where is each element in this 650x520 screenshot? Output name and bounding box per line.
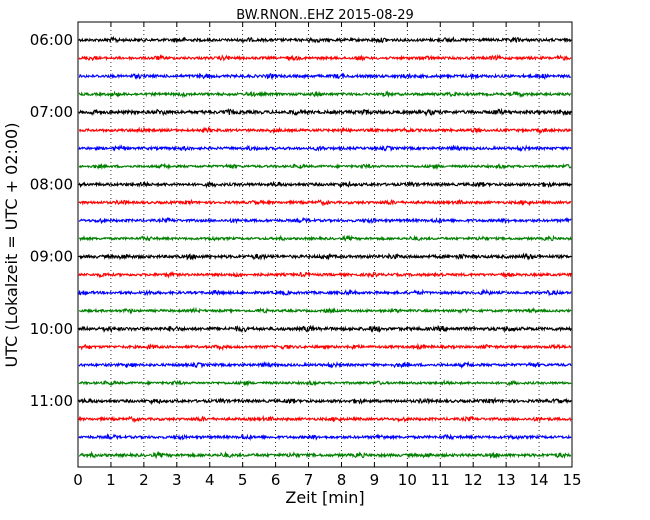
- trace-0915: [78, 270, 572, 279]
- trace-0730: [78, 144, 572, 152]
- trace-0900: [78, 252, 572, 261]
- x-axis-label: Zeit [min]: [285, 488, 364, 507]
- trace-1045: [78, 379, 572, 387]
- trace-0930: [78, 288, 572, 297]
- trace-0830: [78, 216, 572, 225]
- trace-0845: [78, 234, 572, 243]
- y-tick-label-1100: 11:00: [30, 392, 73, 410]
- trace-0630: [78, 72, 572, 81]
- x-tick-label-7: 7: [304, 471, 314, 489]
- x-tick-label-11: 11: [431, 471, 450, 489]
- x-tick-label-12: 12: [464, 471, 483, 489]
- chart-title: BW.RNON..EHZ 2015-08-29: [236, 8, 414, 23]
- x-tick-label-2: 2: [139, 471, 149, 489]
- trace-0615: [78, 53, 572, 62]
- trace-1145: [78, 450, 572, 460]
- trace-0700: [78, 107, 572, 117]
- trace-0815: [78, 198, 572, 207]
- x-tick-label-10: 10: [398, 471, 417, 489]
- trace-1130: [78, 432, 572, 442]
- trace-1100: [78, 396, 572, 406]
- trace-0715: [78, 126, 572, 135]
- x-tick-label-14: 14: [530, 471, 549, 489]
- trace-0645: [78, 90, 572, 99]
- trace-0800: [78, 180, 572, 189]
- y-tick-label-0900: 09:00: [30, 248, 73, 266]
- tick-layer: 0 1 2 3 4 5 6 7 8 9 10 11 12 13 14 1506:0007:0008:0009:…: [30, 22, 582, 489]
- x-tick-label-6: 6: [271, 471, 281, 489]
- trace-1030: [78, 360, 572, 370]
- plot-frame: [77, 21, 573, 468]
- x-tick-label-3: 3: [172, 471, 182, 489]
- x-tick-label-0: 0: [73, 471, 83, 489]
- x-tick-label-5: 5: [238, 471, 248, 489]
- x-tick-label-1: 1: [106, 471, 116, 489]
- x-tick-label-9: 9: [370, 471, 380, 489]
- x-tick-label-15: 15: [562, 471, 581, 489]
- trace-0600: [78, 35, 572, 45]
- y-tick-label-0700: 07:00: [30, 103, 73, 121]
- trace-1000: [78, 324, 572, 334]
- trace-1115: [78, 414, 572, 423]
- trace-0745: [78, 162, 572, 171]
- trace-1015: [78, 342, 572, 352]
- x-tick-label-4: 4: [205, 471, 215, 489]
- y-axis-label: UTC (Lokalzeit = UTC + 02:00): [2, 123, 21, 368]
- trace-0945: [78, 306, 572, 315]
- trace-layer: [78, 35, 572, 460]
- y-tick-label-0600: 06:00: [30, 31, 73, 49]
- x-tick-label-13: 13: [497, 471, 516, 489]
- y-tick-label-1000: 10:00: [30, 320, 73, 338]
- y-tick-label-0800: 08:00: [30, 175, 73, 193]
- x-tick-label-8: 8: [337, 471, 347, 489]
